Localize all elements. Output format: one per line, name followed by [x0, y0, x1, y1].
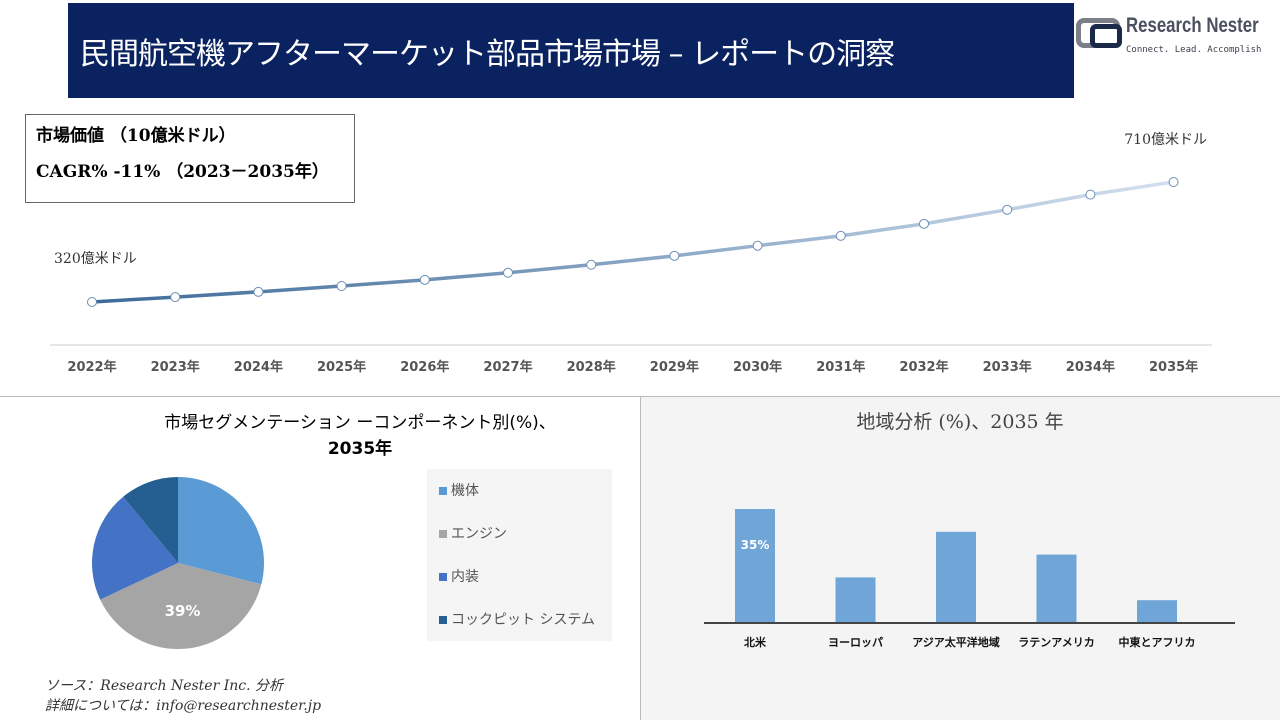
bar	[936, 531, 976, 623]
legend-item: コックピット システム	[439, 611, 595, 629]
logo-name: Research Nester	[1126, 14, 1259, 37]
component-pie-chart: 39%	[92, 477, 264, 649]
pie-legend: 機体エンジン内装コックピット システム	[427, 469, 612, 641]
x-tick-label: 2023年	[151, 359, 200, 375]
x-tick-label: 2025年	[317, 359, 366, 375]
end-annotation: 710億米ドル	[1124, 132, 1207, 148]
start-annotation: 320億米ドル	[54, 251, 137, 267]
legend-swatch	[439, 530, 447, 538]
divider	[0, 396, 1280, 397]
x-tick-label: 2022年	[67, 359, 116, 375]
x-tick-label: 2033年	[983, 359, 1032, 375]
legend-label: 機体	[451, 483, 479, 499]
data-point	[919, 218, 929, 229]
data-point	[1085, 189, 1096, 200]
x-tick-label: 2032年	[899, 359, 948, 375]
source-note: ソース：Research Nester Inc. 分析 詳細については：info…	[45, 676, 321, 716]
x-tick-label: 2027年	[483, 359, 532, 375]
pie-title-line1: 市場セグメンテーション ーコンポーネント別(%)、	[164, 413, 556, 433]
legend-label: エンジン	[451, 526, 507, 542]
pie-slice	[100, 563, 262, 649]
data-point	[336, 281, 347, 291]
regional-bar-chart: 北米 35% ヨーロッパ アジア太平洋地域 ラテンアメリカ 中東とアフリカ	[704, 509, 1235, 649]
x-tick-label: 2030年	[733, 359, 782, 375]
data-point	[503, 267, 513, 278]
data-point	[253, 286, 264, 297]
legend-swatch	[439, 573, 447, 581]
logo-mark-inner-icon	[1090, 24, 1122, 48]
bar	[1036, 554, 1077, 623]
legend-item: エンジン	[439, 525, 507, 543]
contact-text: 詳細については：info@researchnester.jp	[45, 698, 322, 714]
data-point	[1002, 204, 1013, 215]
bar	[835, 577, 876, 623]
legend-label: 内装	[451, 569, 479, 585]
logo-tagline: Connect. Lead. Accomplish	[1126, 45, 1262, 55]
legend-item: 機体	[439, 482, 479, 500]
x-tick-label: ヨーロッパ	[828, 636, 883, 649]
series-line	[91, 180, 1174, 304]
bar	[1137, 600, 1177, 623]
x-tick-label: アジア太平洋地域	[912, 635, 1000, 649]
data-point	[1168, 177, 1179, 187]
x-tick-label: 北米	[744, 635, 767, 649]
data-point	[752, 240, 763, 251]
kpi-box: 市場価値 （10億米ドル） CAGR% -11% （2023－2035年）	[25, 114, 355, 203]
bar-chart-title: 地域分析 (%)、2035 年	[856, 411, 1064, 433]
research-nester-logo: Research Nester Connect. Lead. Accomplis…	[1076, 14, 1280, 58]
bar	[735, 509, 775, 623]
x-tick-label: ラテンアメリカ	[1018, 636, 1094, 649]
legend-swatch	[439, 487, 447, 495]
data-point	[419, 274, 430, 285]
market-line-chart: 2022年 2023年 2024年 2025年 2026年 2027年 2028年 2029年…	[50, 132, 1212, 375]
pie-slice	[92, 496, 178, 600]
legend-label: コックピット システム	[451, 612, 596, 628]
page-title: 民間航空機アフターマーケット部品市場市場 – レポートの洞察	[68, 3, 1074, 98]
x-tick-label: 2031年	[816, 359, 865, 375]
x-tick-label: 2024年	[234, 359, 283, 375]
x-tick-label: 2028年	[567, 359, 616, 375]
x-tick-label: 中東とアフリカ	[1119, 635, 1196, 649]
bar-data-label: 35%	[741, 538, 770, 552]
pie-slice	[123, 477, 178, 563]
pie-slice	[178, 477, 264, 585]
data-point	[87, 297, 97, 307]
data-point	[835, 230, 846, 241]
x-tick-label: 2026年	[400, 359, 449, 375]
x-tick-label: 2034年	[1066, 359, 1115, 375]
data-point	[669, 250, 680, 261]
cagr-label: CAGR% -11% （2023－2035年）	[36, 162, 329, 182]
pie-data-label: 39%	[165, 602, 201, 620]
legend-item: 内装	[439, 568, 479, 586]
x-tick-label: 2029年	[650, 359, 699, 375]
x-tick-label: 2035年	[1149, 359, 1198, 375]
data-point	[170, 292, 181, 303]
market-value-label: 市場価値 （10億米ドル）	[36, 126, 236, 146]
pie-title-line2: 2035年	[327, 439, 393, 459]
data-point	[586, 259, 597, 270]
pie-chart-title: 市場セグメンテーション ーコンポーネント別(%)、 2035年	[120, 410, 600, 462]
legend-swatch	[439, 616, 447, 624]
source-text: ソース：Research Nester Inc. 分析	[45, 678, 284, 694]
